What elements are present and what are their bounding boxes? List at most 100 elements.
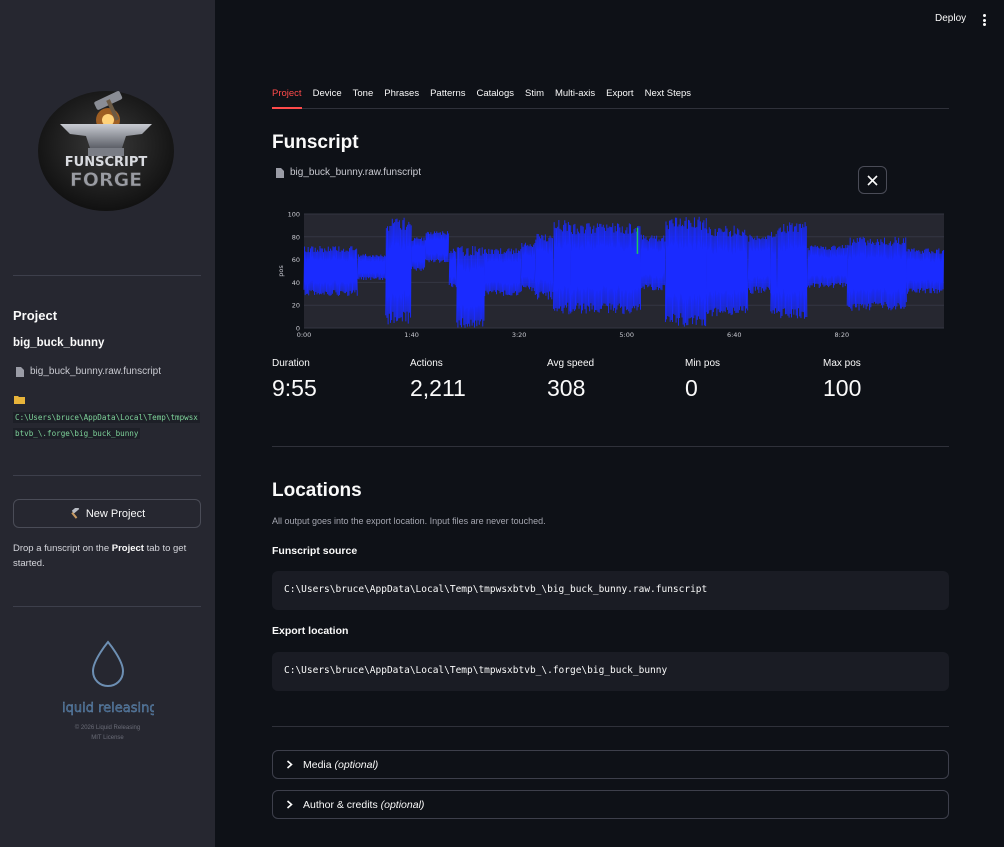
chevron-right-icon — [286, 800, 293, 809]
sidebar-path: C:\Users\bruce\AppData\Local\Temp\tmpwsx… — [13, 410, 203, 442]
sidebar-project-name: big_buck_bunny — [13, 337, 105, 349]
author-credits-expander[interactable]: Author & credits (optional) — [272, 790, 949, 819]
chart-series-segment — [776, 222, 808, 319]
section-divider — [272, 446, 949, 447]
sidebar-file: big_buck_bunny.raw.funscript — [16, 366, 161, 377]
deploy-button[interactable]: Deploy — [935, 13, 967, 24]
sidebar-file-name: big_buck_bunny.raw.funscript — [30, 366, 162, 377]
chart-series-segment — [770, 231, 778, 314]
chart-series-segment — [664, 216, 707, 327]
svg-text:FUNSCRIPT: FUNSCRIPT — [65, 155, 148, 170]
chart-series-segment — [905, 248, 945, 294]
tab-tone[interactable]: Tone — [352, 88, 374, 99]
funscript-chart-svg: 0 20 40 60 80 100 0:00 1:40 3:20 5:00 6:40 8:20 pos — [277, 211, 945, 339]
funscript-file: big_buck_bunny.raw.funscript — [276, 167, 421, 178]
tab-patterns[interactable]: Patterns — [430, 88, 466, 99]
sidebar-help-text: Drop a funscript on the Project tab to g… — [13, 543, 187, 569]
hammer-icon — [71, 508, 79, 519]
close-icon — [867, 174, 878, 186]
funscript-forge-logo: FUNSCRIPT FORGE — [30, 88, 182, 216]
tab-next-steps[interactable]: Next Steps — [644, 88, 692, 99]
stat-avg-speed: Avg speed 308 — [547, 358, 595, 401]
chart-series-segment — [806, 244, 848, 289]
media-expander-label: Media — [303, 758, 332, 771]
main-menu-icon[interactable] — [979, 13, 989, 27]
media-expander[interactable]: Media (optional) — [272, 750, 949, 779]
media-optional-tag: (optional) — [334, 758, 379, 771]
tab-multi-axis[interactable]: Multi-axis — [554, 88, 596, 99]
tab-bar: Project Device Tone Phrases Patterns Catalogs… — [272, 88, 949, 109]
chart-series-segment — [640, 234, 666, 291]
chart-y-tick-label: 0 — [296, 325, 300, 333]
chart-series-segment — [456, 245, 485, 328]
tab-project[interactable]: Project — [272, 88, 302, 109]
license-text: MIT License — [91, 735, 124, 741]
liquid-releasing-logo: liquid releasing — [58, 640, 158, 720]
chart-x-tick-label: 3:20 — [512, 331, 527, 339]
new-project-button[interactable]: New Project — [13, 499, 201, 528]
chart-y-axis-label: pos — [277, 265, 285, 277]
tab-phrases[interactable]: Phrases — [384, 88, 420, 99]
export-location-path[interactable]: C:\Users\bruce\AppData\Local\Temp\tmpwsx… — [272, 652, 949, 691]
funscript-source-path[interactable]: C:\Users\bruce\AppData\Local\Temp\tmpwsx… — [272, 571, 949, 610]
chart-series-segment — [705, 225, 749, 317]
chart-series-segment — [303, 246, 358, 297]
chart-x-tick-label: 8:20 — [835, 331, 850, 339]
new-project-label: New Project — [85, 507, 146, 520]
chart-y-tick-label: 80 — [292, 233, 300, 241]
chart-y-tick-label: 100 — [288, 211, 300, 219]
chart-y-tick-label: 40 — [292, 279, 300, 287]
chart-x-tick-label: 6:40 — [727, 331, 742, 339]
copyright-text: © 2026 Liquid Releasing — [74, 725, 141, 731]
tab-device[interactable]: Device — [312, 88, 342, 99]
author-credits-expander-label: Author & credits — [303, 798, 378, 811]
chart-x-tick-label: 1:40 — [404, 331, 419, 339]
chart-series-segment — [448, 248, 457, 288]
stat-min-pos: Min pos 0 — [685, 358, 721, 401]
sidebar-path-line2: btvb_\.forge\big_buck_bunny — [13, 428, 141, 439]
chart-series-segment — [846, 236, 907, 311]
file-icon — [16, 366, 24, 377]
chart-series-segment — [534, 233, 554, 300]
chevron-right-icon — [286, 760, 293, 769]
sidebar: FUNSCRIPT FORGE Project big_buck_bunny b… — [0, 0, 215, 847]
chart-x-tick-label: 5:00 — [619, 331, 634, 339]
svg-text:liquid releasing: liquid releasing — [62, 701, 154, 716]
svg-text:FORGE: FORGE — [70, 169, 142, 191]
chart-y-tick-label: 60 — [292, 256, 300, 264]
chart-series-segment — [570, 223, 642, 315]
chart-series-segment — [357, 253, 387, 281]
sidebar-path-line1: C:\Users\bruce\AppData\Local\Temp\tmpwsx — [13, 412, 200, 423]
chart-y-tick-label: 20 — [292, 302, 300, 310]
funscript-chart[interactable]: 0 20 40 60 80 100 0:00 1:40 3:20 5:00 6:40 8:20 pos — [272, 205, 949, 345]
chart-series-segment — [411, 237, 426, 271]
close-button[interactable] — [858, 166, 887, 194]
tab-catalogs[interactable]: Catalogs — [476, 88, 514, 99]
sidebar-divider — [13, 606, 201, 607]
sidebar-divider — [13, 475, 201, 476]
locations-caption: All output goes into the export location… — [272, 516, 546, 526]
sidebar-project-heading: Project — [13, 308, 58, 323]
funscript-heading: Funscript — [272, 132, 359, 153]
tab-stim[interactable]: Stim — [524, 88, 544, 99]
locations-heading: Locations — [272, 480, 362, 501]
chart-series-segment — [385, 217, 412, 325]
section-divider — [272, 726, 949, 727]
chart-series-segment — [747, 234, 772, 294]
chart-x-tick-label: 0:00 — [297, 331, 312, 339]
folder-icon — [14, 396, 25, 404]
stat-duration: Duration 9:55 — [272, 358, 317, 401]
stat-max-pos: Max pos 100 — [823, 358, 862, 401]
sidebar-divider — [13, 275, 201, 276]
chart-series-segment — [425, 231, 450, 263]
funscript-source-label: Funscript source — [272, 545, 358, 557]
file-icon — [276, 167, 284, 178]
author-credits-optional-tag: (optional) — [380, 798, 425, 811]
stat-actions: Actions 2,211 — [410, 358, 466, 401]
export-location-label: Export location — [272, 625, 349, 637]
chart-series-segment — [520, 242, 536, 292]
chart-series-segment — [553, 220, 572, 315]
funscript-file-name: big_buck_bunny.raw.funscript — [290, 167, 422, 178]
chart-series-segment — [484, 248, 522, 297]
tab-export[interactable]: Export — [606, 88, 634, 99]
